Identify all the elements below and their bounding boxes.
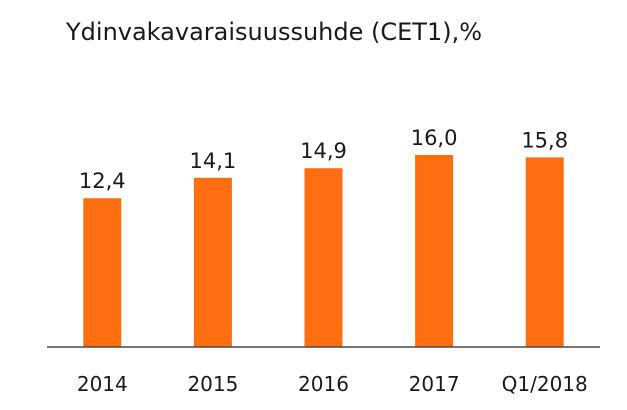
value-label: 12,4 <box>79 169 126 193</box>
x-tick-label: 2017 <box>409 372 460 396</box>
x-tick-label: 2016 <box>298 372 349 396</box>
value-labels-group: 12,4 14,1 14,9 16,0 15,8 <box>79 126 568 193</box>
x-tick-label: 2014 <box>77 372 128 396</box>
x-tick-label: Q1/2018 <box>502 372 588 396</box>
bar-q1-2018 <box>525 157 564 347</box>
value-label: 16,0 <box>411 126 458 150</box>
chart-title: Ydinvakavaraisuussuhde (CET1),% <box>65 18 482 46</box>
value-label: 14,1 <box>190 149 237 173</box>
x-tick-label: 2015 <box>187 372 238 396</box>
bar-2014 <box>83 198 122 347</box>
value-label: 15,8 <box>521 128 568 152</box>
x-tick-labels-group: 2014 2015 2016 2017 Q1/2018 <box>77 372 588 396</box>
value-label: 14,9 <box>300 139 347 163</box>
bar-2017 <box>415 155 454 347</box>
bar-2015 <box>193 177 232 347</box>
bar-2016 <box>304 168 343 347</box>
bars-group <box>83 155 564 347</box>
